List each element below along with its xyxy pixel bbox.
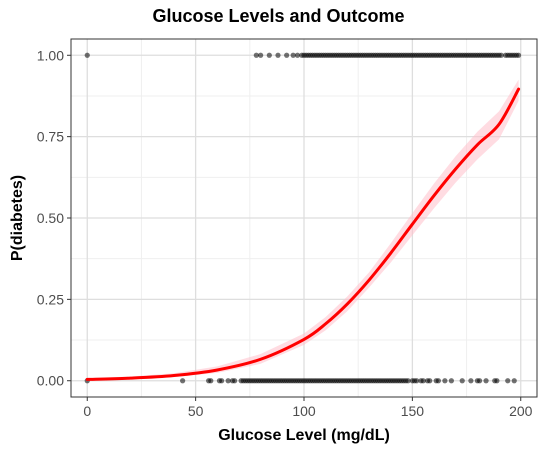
x-tick-label: 200 <box>509 403 533 419</box>
x-axis-title: Glucose Level (mg/dL) <box>218 427 390 444</box>
data-point-nondiabetic <box>483 378 489 384</box>
data-point-diabetic <box>84 52 90 58</box>
data-point-diabetic <box>294 52 301 58</box>
fit-line-layer <box>85 87 521 381</box>
fit-line <box>85 87 521 381</box>
data-points-layer <box>84 52 522 384</box>
data-point-nondiabetic <box>442 378 448 384</box>
data-point-diabetic <box>290 52 296 58</box>
data-point-nondiabetic <box>208 378 214 384</box>
x-tick-label: 100 <box>292 403 316 419</box>
y-tick-label: 0.25 <box>37 291 64 307</box>
y-tick-label: 0.75 <box>37 129 64 145</box>
y-tick-label: 1.00 <box>37 47 64 63</box>
data-point-nondiabetic <box>232 378 238 384</box>
data-point-nondiabetic <box>511 378 517 384</box>
confidence-band <box>87 79 519 381</box>
data-point-diabetic <box>253 52 259 58</box>
data-point-nondiabetic <box>448 378 454 384</box>
data-point-nondiabetic <box>180 378 186 384</box>
data-point-nondiabetic <box>405 378 411 384</box>
data-point-nondiabetic <box>420 378 426 384</box>
x-tick-label: 0 <box>83 403 91 419</box>
axis-ticks: 0 50 100 150 200 0.00 0.25 0.50 0.75 1.00 <box>37 47 533 419</box>
data-point-nondiabetic <box>219 378 225 384</box>
data-point-nondiabetic <box>459 378 465 384</box>
y-tick-label: 0.50 <box>37 210 64 226</box>
y-axis-title: P(diabetes) <box>9 175 26 261</box>
data-point-nondiabetic <box>414 378 420 384</box>
data-point-nondiabetic <box>505 378 511 384</box>
data-point-nondiabetic <box>435 378 441 384</box>
data-point-nondiabetic <box>225 378 231 384</box>
y-tick-label: 0.00 <box>37 373 64 389</box>
x-tick-label: 150 <box>401 403 425 419</box>
confidence-band-layer <box>87 79 519 381</box>
data-point-diabetic <box>498 52 504 58</box>
data-point-diabetic <box>515 52 522 58</box>
x-tick-label: 50 <box>188 403 204 419</box>
data-point-nondiabetic <box>427 378 433 384</box>
data-point-diabetic <box>266 52 272 58</box>
data-point-diabetic <box>275 52 281 58</box>
data-point-nondiabetic <box>494 378 500 384</box>
data-point-nondiabetic <box>476 378 483 384</box>
data-point-diabetic <box>258 52 264 58</box>
data-point-diabetic <box>284 52 290 58</box>
chart-title: Glucose Levels and Outcome <box>152 6 405 26</box>
data-point-nondiabetic <box>468 378 474 384</box>
